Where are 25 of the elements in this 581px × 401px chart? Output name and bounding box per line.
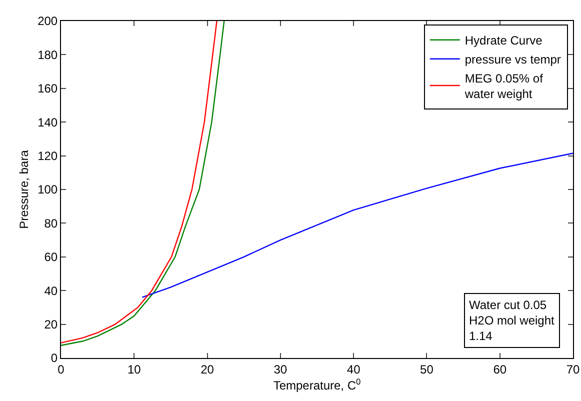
y-tick-label: 160 bbox=[38, 82, 58, 96]
x-tick-label: 40 bbox=[346, 362, 361, 376]
y-tick-label: 180 bbox=[38, 48, 58, 62]
x-axis-title: Temperature, C$^{0}$ bbox=[273, 376, 362, 392]
y-tick-label: 200 bbox=[38, 14, 58, 28]
y-tick-label: 120 bbox=[38, 149, 58, 163]
y-axis-title: Pressure, bara bbox=[16, 150, 31, 229]
y-tick-label: 100 bbox=[38, 182, 58, 197]
y-tick-label: 60 bbox=[44, 250, 58, 264]
annotation: Water cut 0.05 H2O mol weight 1.14 bbox=[469, 298, 556, 344]
line-series bbox=[142, 152, 573, 298]
x-tick-label: 50 bbox=[420, 362, 434, 376]
y-tick-label: 20 bbox=[44, 318, 58, 332]
legend-label: MEG 0.05% of water weight bbox=[464, 71, 544, 101]
x-tick-label: 20 bbox=[200, 362, 214, 376]
y-tick-label: 40 bbox=[44, 284, 58, 298]
y-tick-label: 140 bbox=[38, 115, 58, 130]
x-tick-label: 10 bbox=[127, 362, 142, 376]
x-tick-label: 30 bbox=[274, 362, 288, 376]
y-tick-label: 80 bbox=[44, 216, 58, 230]
legend-label: pressure vs tempr bbox=[464, 52, 561, 67]
y-tick-label: 0 bbox=[50, 351, 58, 366]
x-tick-label: 70 bbox=[566, 362, 580, 376]
x-tick-label: 60 bbox=[493, 362, 507, 376]
legend-label: Hydrate Curve bbox=[464, 34, 543, 48]
